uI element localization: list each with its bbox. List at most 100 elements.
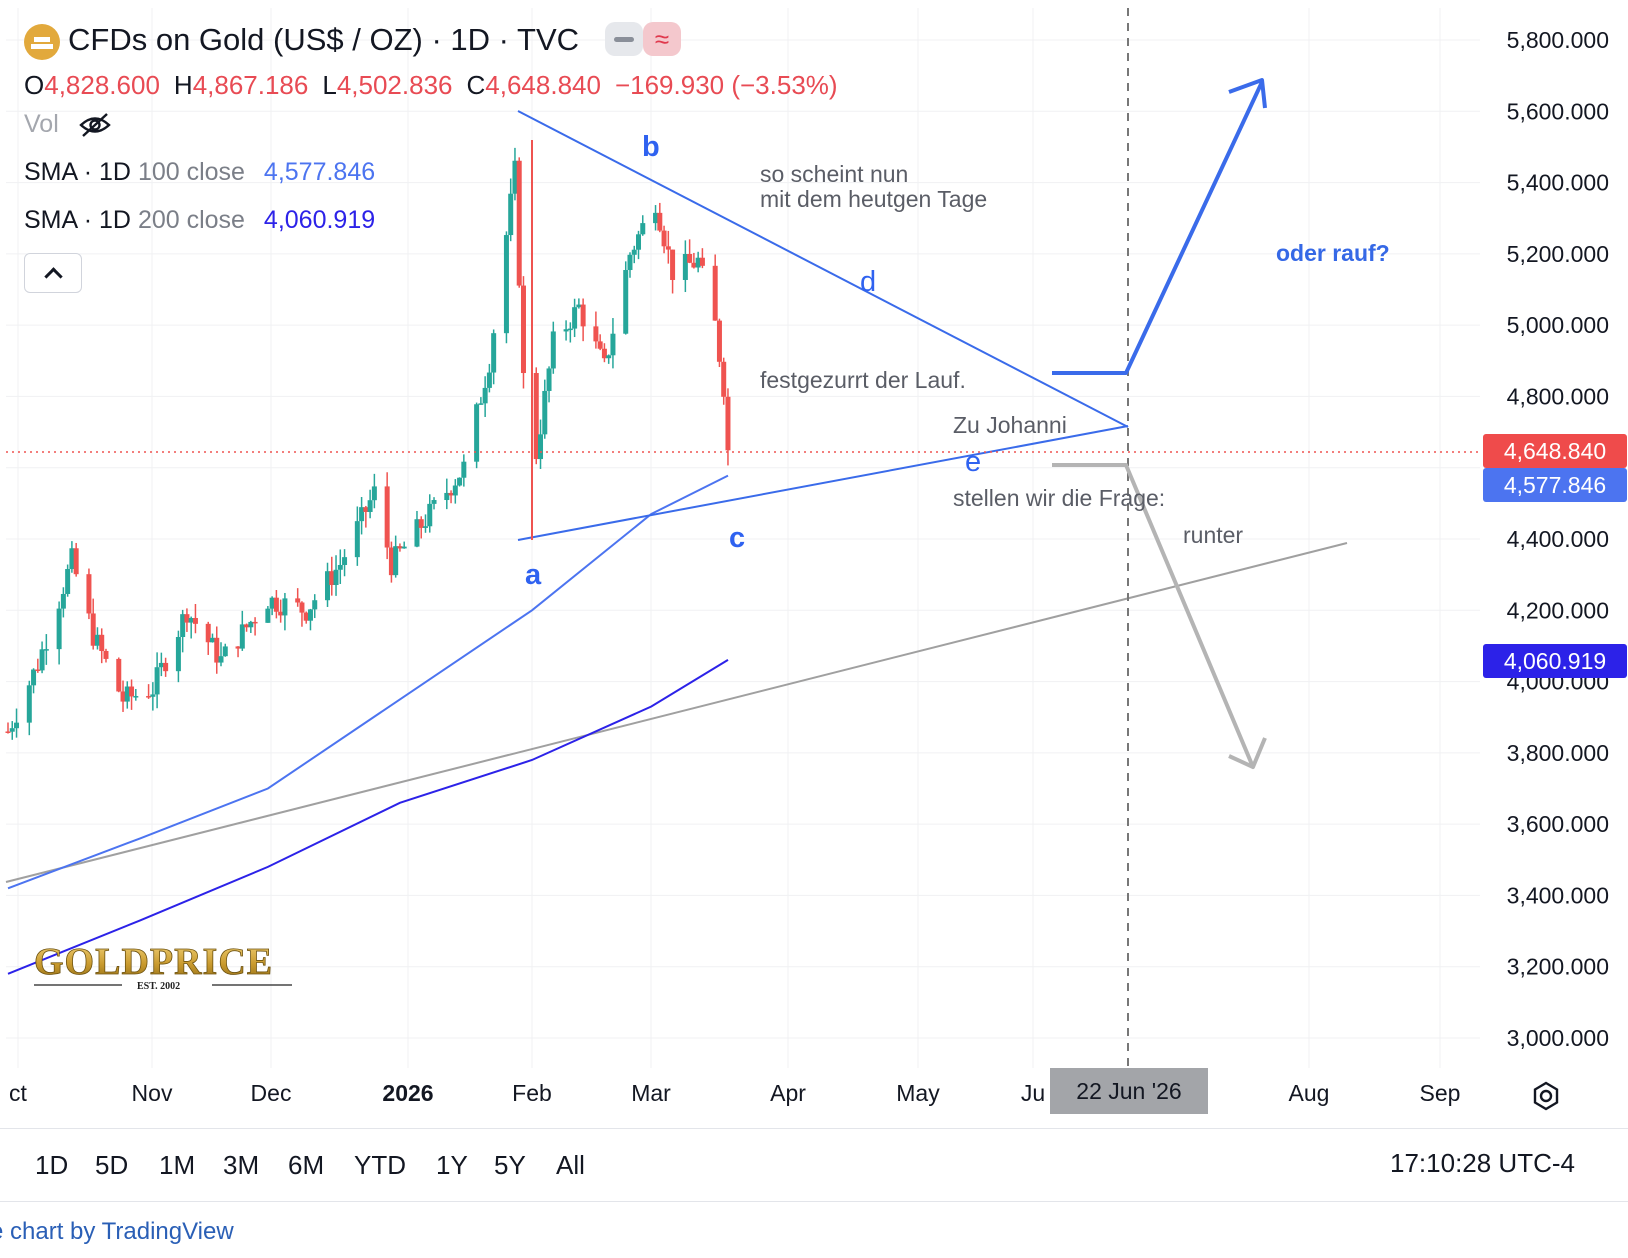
candle <box>533 367 539 465</box>
candle <box>516 157 522 288</box>
gray-trendline <box>5 542 1348 883</box>
symbol-title[interactable]: CFDs on Gold (US$ / OZ) · 1D · TVC <box>68 22 580 57</box>
candle <box>188 616 194 639</box>
market-status-pill[interactable] <box>605 22 643 56</box>
timeframe-button-5d[interactable]: 5D <box>95 1150 129 1180</box>
timeframe-button-3m[interactable]: 3M <box>223 1150 260 1180</box>
candle <box>65 564 71 597</box>
timeframe-button-1m[interactable]: 1M <box>159 1150 196 1180</box>
collapse-legend-button[interactable] <box>24 253 82 293</box>
time-axis-label: Nov <box>131 1080 173 1106</box>
candle <box>133 688 139 701</box>
time-axis-label: May <box>896 1080 940 1106</box>
candle <box>486 363 492 393</box>
open-value: 4,828.600 <box>44 70 160 100</box>
candle <box>461 454 467 487</box>
open-key: O <box>24 70 45 100</box>
candle <box>244 623 250 632</box>
candle <box>482 376 488 417</box>
candle <box>401 541 407 549</box>
candle <box>601 343 607 363</box>
candle <box>175 630 181 683</box>
price-axis-label: 4,400.000 <box>1507 526 1609 552</box>
chart-grid <box>6 8 1480 1068</box>
candle <box>597 334 603 351</box>
candle <box>303 611 309 624</box>
candle <box>56 601 62 665</box>
settings-gear-icon[interactable] <box>1530 1080 1562 1112</box>
candle <box>192 604 198 634</box>
timeframe-button-1y[interactable]: 1Y <box>436 1150 468 1180</box>
down-arrow-head <box>1228 737 1267 769</box>
candle <box>665 230 671 264</box>
annotation-text-1b: mit dem heutgen Tage <box>760 186 988 212</box>
price-axis-label: 3,800.000 <box>1507 740 1609 766</box>
price-axis[interactable]: 5,800.000 5,600.000 5,400.000 5,200.000 5,00… <box>1507 27 1609 1051</box>
price-axis-label: 4,800.000 <box>1507 383 1609 409</box>
sma100-params: 100 close <box>137 158 245 186</box>
eye-hidden-icon[interactable] <box>78 112 112 138</box>
candle <box>239 610 245 651</box>
wave-label-c: c <box>729 522 746 554</box>
clock-readout[interactable]: 17:10:28 UTC-4 <box>1390 1148 1575 1178</box>
price-chart[interactable]: 5,800.000 5,600.000 5,400.000 5,200.000 5,00… <box>0 0 1628 1128</box>
sma200-price-tag: 4,060.919 <box>1483 644 1627 678</box>
time-axis-label: Ju <box>1020 1080 1046 1106</box>
candle <box>265 606 271 623</box>
up-arrow <box>1052 81 1264 375</box>
candle <box>69 541 75 573</box>
candle <box>94 627 100 650</box>
candle <box>687 239 693 264</box>
timeframe-button-6m[interactable]: 6M <box>288 1150 325 1180</box>
candle <box>491 329 497 385</box>
wave-label-d: d <box>860 266 877 298</box>
candles <box>5 147 731 740</box>
candle <box>209 633 215 643</box>
delayed-data-pill[interactable]: ≈ <box>643 22 681 56</box>
sma200-legend[interactable]: SMA · 1D 200 close 4,060.919 <box>24 206 375 235</box>
candle <box>546 366 552 403</box>
annotation-text-3: Zu Johanni <box>953 412 1067 438</box>
goldprice-watermark-logo: GOLDPRICE EST. 2002 <box>34 938 304 999</box>
candle <box>695 251 701 273</box>
timeframe-button-all[interactable]: All <box>556 1150 585 1180</box>
candle <box>116 657 122 693</box>
timeframe-bar <box>0 1128 1628 1202</box>
candle <box>418 516 424 539</box>
candle <box>14 708 20 738</box>
candle <box>282 592 288 631</box>
candle <box>550 321 556 374</box>
candle <box>593 311 599 349</box>
candle <box>542 379 548 439</box>
sma100-legend[interactable]: SMA · 1D 100 close 4,577.846 <box>24 158 375 187</box>
candle <box>414 510 420 548</box>
candle <box>325 562 331 607</box>
timeframe-button-ytd[interactable]: YTD <box>354 1150 406 1180</box>
close-key: C <box>466 70 486 100</box>
last-price-tag: 4,648.840 <box>1483 434 1627 468</box>
sma100-line <box>7 474 729 890</box>
timeframe-button-5y[interactable]: 5Y <box>494 1150 526 1180</box>
time-axis-label: ct <box>9 1080 27 1106</box>
candle <box>631 245 637 264</box>
candle <box>307 608 313 631</box>
high-key: H <box>173 70 193 100</box>
candle <box>431 497 437 510</box>
candle <box>26 680 32 736</box>
sma200-line <box>7 659 729 975</box>
price-axis-label: 5,400.000 <box>1507 170 1609 196</box>
timeframe-button-1d[interactable]: 1D <box>35 1150 69 1180</box>
candle <box>248 620 254 633</box>
candle <box>278 599 284 623</box>
annotation-runter: runter <box>1183 522 1244 548</box>
close-value: 4,648.840 <box>485 70 601 100</box>
candle <box>35 658 41 673</box>
candle <box>606 354 612 364</box>
candle <box>218 642 224 667</box>
candle <box>572 298 578 338</box>
volume-legend[interactable]: Vol <box>24 110 112 139</box>
candle <box>180 609 186 653</box>
tradingview-credit-link[interactable]: e chart by TradingView <box>0 1218 234 1245</box>
candle <box>657 202 663 233</box>
price-axis-label: 3,400.000 <box>1507 882 1609 908</box>
